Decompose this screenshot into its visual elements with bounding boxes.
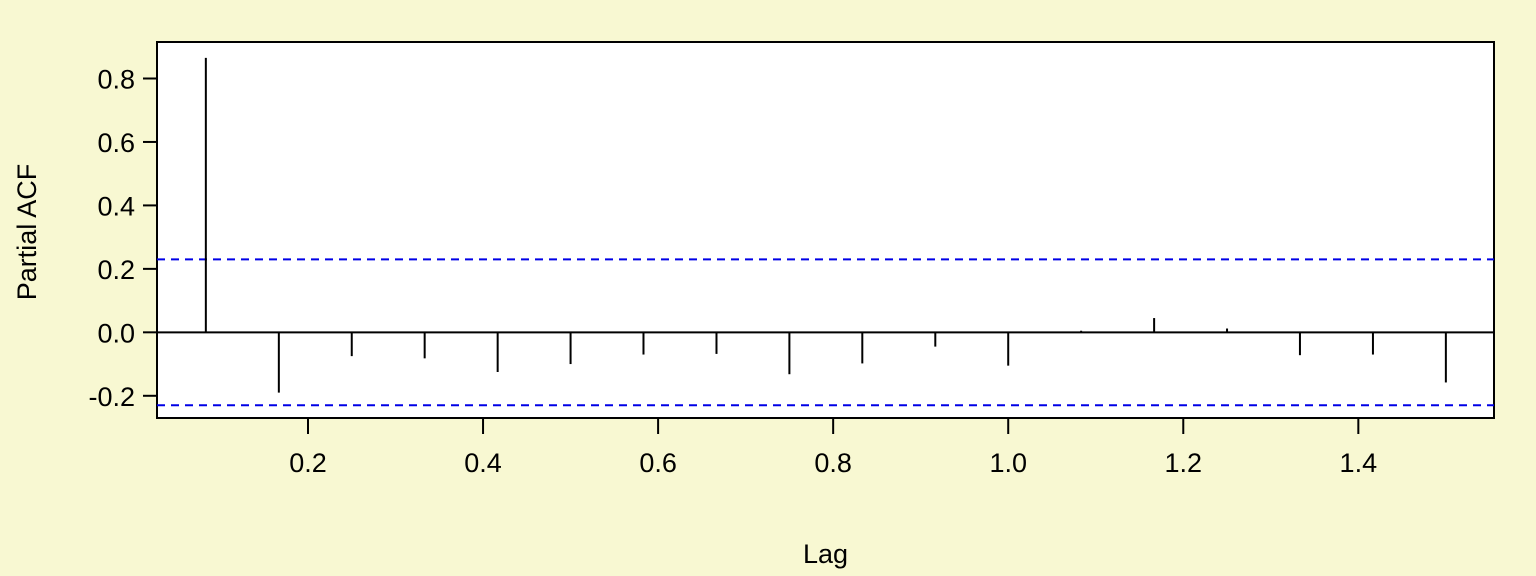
x-tick-label: 0.8 [814, 448, 852, 478]
x-tick-label: 0.4 [464, 448, 502, 478]
x-tick-label: 0.6 [639, 448, 677, 478]
x-axis: 0.2 0.4 0.6 0.8 1.0 1.2 1.4 [289, 418, 1377, 478]
y-tick-label: 0.6 [97, 128, 135, 158]
x-tick-label: 0.2 [289, 448, 327, 478]
y-axis-label: Partial ACF [12, 164, 42, 301]
x-axis-label: Lag [803, 539, 848, 569]
x-tick-label: 1.0 [989, 448, 1027, 478]
plot-panel [156, 41, 1495, 419]
y-tick-label: 0.8 [97, 64, 135, 94]
y-tick-label: -0.2 [88, 382, 135, 412]
x-tick-label: 1.2 [1164, 448, 1202, 478]
y-tick-label: 0.2 [97, 255, 135, 285]
y-axis: -0.2 0.0 0.2 0.4 0.6 0.8 [88, 64, 157, 412]
x-tick-label: 1.4 [1340, 448, 1378, 478]
y-tick-label: 0.4 [97, 191, 135, 221]
pacf-bars [204, 57, 1447, 393]
y-tick-label: 0.0 [97, 318, 135, 348]
